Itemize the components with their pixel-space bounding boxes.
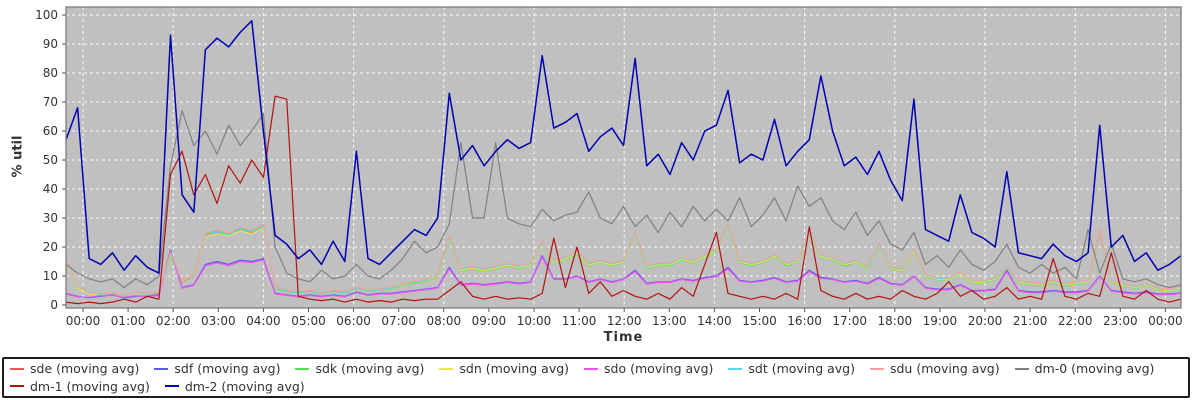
x-tick-label: 19:00 [923, 314, 958, 328]
x-tick-label: 04:00 [246, 314, 281, 328]
y-tick-label: 90 [43, 37, 58, 51]
x-tick-label: 14:00 [697, 314, 732, 328]
y-axis-title: % util [10, 135, 26, 178]
y-tick-label: 70 [43, 95, 58, 109]
x-tick-label: 18:00 [878, 314, 913, 328]
legend-label-sdo: sdo (moving avg) [604, 361, 714, 377]
legend-swatch-dm-2 [164, 385, 179, 388]
x-tick-label: 00:00 [66, 314, 101, 328]
x-tick-label: 12:00 [607, 314, 642, 328]
legend-item-dm-0: dm-0 (moving avg) [1014, 361, 1155, 377]
y-tick-label: 60 [43, 124, 58, 138]
series-line-sdo [65, 250, 1182, 298]
plot-area [66, 7, 1181, 308]
y-tick-label: 30 [43, 211, 58, 225]
x-tick-label: 15:00 [742, 314, 777, 328]
x-tick-label: 09:00 [472, 314, 507, 328]
x-tick-label: 23:00 [1103, 314, 1138, 328]
legend-label-sdu: sdu (moving avg) [889, 361, 1000, 377]
plot-border [65, 6, 1182, 309]
y-tick-label: 0 [50, 298, 58, 312]
x-tick-label: 13:00 [652, 314, 687, 328]
series-line-sdu [65, 222, 1182, 296]
x-tick-label: 05:00 [291, 314, 326, 328]
legend-swatch-sdn [439, 367, 454, 370]
y-tick-label: 10 [43, 269, 58, 283]
legend-swatch-sdk [295, 367, 310, 370]
legend-item-sdk: sdk (moving avg) [295, 361, 424, 377]
x-tick-label: 20:00 [968, 314, 1003, 328]
legend-swatch-dm-1 [10, 385, 24, 388]
legend-swatch-sdo [584, 367, 599, 370]
legend: sde (moving avg) sdf (moving avg) sdk (mov… [2, 357, 1190, 398]
series-line-dm-0 [65, 110, 1182, 289]
x-axis-title: Time [603, 330, 644, 345]
legend-label-sdn: sdn (moving avg) [459, 361, 570, 377]
legend-item-sdt: sdt (moving avg) [728, 361, 855, 377]
legend-label-sdt: sdt (moving avg) [748, 361, 855, 377]
legend-item-sdf: sdf (moving avg) [154, 361, 280, 377]
y-tick-label: 40 [43, 182, 58, 196]
legend-swatch-sdf [154, 367, 169, 370]
x-tick-label: 21:00 [1013, 314, 1048, 328]
y-tick-label: 50 [43, 153, 58, 167]
legend-item-sdo: sdo (moving avg) [584, 361, 713, 377]
legend-swatch-sdu [869, 367, 884, 370]
x-tick-label: 22:00 [1058, 314, 1093, 328]
x-tick-label: 02:00 [156, 314, 191, 328]
x-tick-label: 07:00 [381, 314, 416, 328]
chart-svg: 00:00 01:00 02:00 03:00 04:00 05:00 06:00 07:00… [35, 6, 1183, 328]
series-line-sdn [65, 224, 1182, 298]
legend-item-sdu: sdu (moving avg) [869, 361, 1000, 377]
legend-swatch-sdt [728, 367, 743, 370]
x-tick-label: 00:00 [1148, 314, 1183, 328]
x-tick-label: 10:00 [517, 314, 552, 328]
legend-item-dm-1: dm-1 (moving avg) [10, 378, 150, 394]
legend-label-sdk: sdk (moving avg) [315, 361, 425, 377]
x-tick-label: 11:00 [562, 314, 597, 328]
x-tick-label: 17:00 [832, 314, 867, 328]
legend-swatch-sde [10, 367, 24, 370]
x-tick-label: 06:00 [336, 314, 371, 328]
legend-item-dm-2: dm-2 (moving avg) [164, 378, 305, 394]
x-tick-label: 03:00 [201, 314, 236, 328]
series-line-dm-2 [65, 20, 1182, 274]
y-tick-label: 80 [43, 66, 58, 80]
legend-item-sdn: sdn (moving avg) [439, 361, 569, 377]
legend-label-dm-2: dm-2 (moving avg) [184, 378, 305, 394]
legend-label-dm-1: dm-1 (moving avg) [30, 378, 150, 394]
legend-label-dm-0: dm-0 (moving avg) [1034, 361, 1155, 377]
legend-label-sdf: sdf (moving avg) [174, 361, 281, 377]
legend-label-sde: sde (moving avg) [30, 361, 140, 377]
x-tick-label: 08:00 [427, 314, 462, 328]
y-tick-label: 100 [35, 8, 58, 22]
y-tick-label: 20 [43, 240, 58, 254]
legend-item-sde: sde (moving avg) [10, 361, 139, 377]
legend-swatch-dm-0 [1014, 367, 1029, 370]
x-tick-label: 01:00 [111, 314, 146, 328]
x-tick-label: 16:00 [787, 314, 822, 328]
series-line-dm-1 [65, 95, 1182, 305]
